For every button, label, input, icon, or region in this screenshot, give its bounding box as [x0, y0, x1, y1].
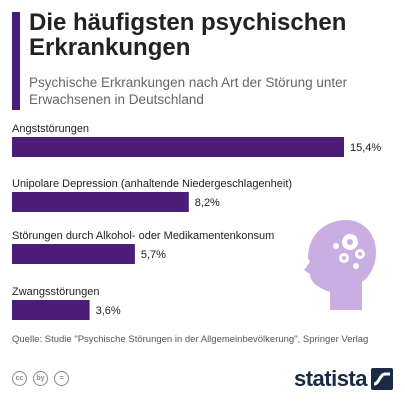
cc-icon[interactable]: cc	[12, 371, 27, 386]
value-label: 8,2%	[195, 197, 220, 209]
chart-subtitle: Psychische Erkrankungen nach Art der Stö…	[29, 75, 348, 107]
statista-logo[interactable]: statista	[294, 366, 393, 392]
by-icon[interactable]: by	[33, 371, 48, 386]
bar	[12, 192, 189, 212]
value-label: 5,7%	[141, 249, 166, 261]
title-accent-bar	[12, 12, 20, 110]
category-label: Angststörungen	[12, 123, 89, 135]
bar	[12, 244, 135, 264]
bar-chart: Angststörungen 15,4% Unipolare Depression …	[12, 123, 381, 320]
category-label: Unipolare Depression (anhaltende Niederg…	[12, 178, 292, 190]
bar	[12, 137, 344, 157]
license-icons: cc by =	[12, 371, 69, 386]
category-label: Störungen durch Alkohol- oder Medikament…	[12, 230, 274, 242]
value-label: 3,6%	[96, 305, 121, 317]
category-label: Zwangsstörungen	[12, 286, 99, 298]
value-label: 15,4%	[350, 142, 381, 154]
bar	[12, 300, 90, 320]
statista-mark-icon	[371, 368, 393, 390]
brand-name: statista	[293, 366, 368, 391]
chart-title: Die häufigsten psychischen Erkrankungen	[29, 9, 347, 61]
nd-icon[interactable]: =	[54, 371, 69, 386]
brain-head-icon	[304, 220, 376, 310]
source-note: Quelle: Studie "Psychische Störungen in …	[12, 334, 369, 345]
